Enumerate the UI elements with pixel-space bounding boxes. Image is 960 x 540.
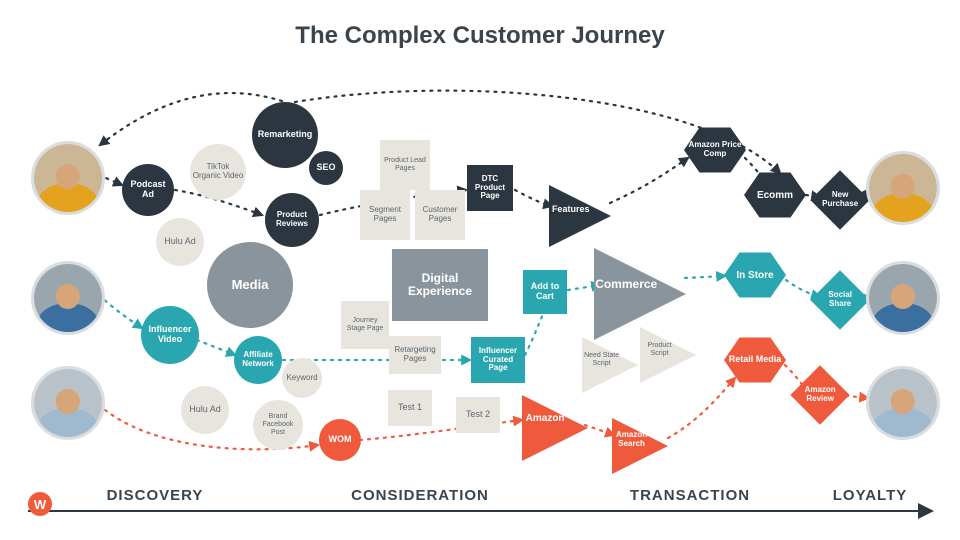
node-infpage: Influencer Curated Page: [471, 337, 525, 383]
node-infvideo: Influencer Video: [141, 306, 199, 364]
persona-avatar: [31, 366, 105, 440]
node-retailm: Retail Media: [724, 336, 786, 384]
node-digexp: Digital Experience: [392, 249, 488, 321]
node-features: Features: [549, 185, 611, 235]
diagram-title: The Complex Customer Journey: [0, 22, 960, 50]
node-media: Media: [207, 242, 293, 328]
stage-label: TRANSACTION: [630, 487, 750, 504]
node-newpurch: New Purchase: [810, 170, 869, 229]
node-socshare: Social Share: [810, 270, 869, 329]
node-journey: Journey Stage Page: [341, 301, 389, 349]
journey-edge: [668, 378, 735, 438]
node-commerce: Commerce: [594, 248, 686, 322]
journey-edge: [515, 190, 552, 206]
persona-avatar: [866, 261, 940, 335]
node-seg: Segment Pages: [360, 190, 410, 240]
node-pscript: Product Script: [640, 327, 696, 373]
stage-label: CONSIDERATION: [351, 487, 489, 504]
node-test1: Test 1: [388, 390, 432, 426]
node-dtc: DTC Product Page: [467, 165, 513, 211]
journey-axis: [28, 510, 932, 512]
diagram-canvas: The Complex Customer Journey Podcast Ad T…: [0, 0, 960, 540]
node-addcart: Add to Cart: [523, 270, 567, 314]
node-instore: In Store: [724, 251, 786, 299]
node-remarket: Remarketing: [252, 102, 318, 168]
node-amzsearch: Amazon Search: [612, 418, 668, 462]
node-huluad2: Hulu Ad: [181, 386, 229, 434]
node-plp: Product Lead Pages: [380, 140, 430, 190]
persona-avatar: [866, 366, 940, 440]
journey-edge: [99, 295, 142, 328]
node-huluad1: Hulu Ad: [156, 218, 204, 266]
journey-edge: [585, 425, 614, 435]
node-wom: WOM: [319, 419, 361, 461]
node-keyword: Keyword: [282, 358, 322, 398]
node-seo: SEO: [309, 151, 343, 185]
node-test2: Test 2: [456, 397, 500, 433]
node-cust: Customer Pages: [415, 190, 465, 240]
node-affiliate: Affiliate Network: [234, 336, 282, 384]
journey-edge: [685, 276, 725, 278]
persona-avatar: [31, 261, 105, 335]
journey-edge: [525, 310, 545, 355]
stage-label: LOYALTY: [833, 487, 908, 504]
node-ecomm: Ecomm: [744, 171, 806, 219]
node-podcast: Podcast Ad: [122, 164, 174, 216]
node-amzprice: Amazon Price Comp: [684, 126, 746, 174]
brand-logo-icon: W: [28, 492, 52, 516]
journey-edge: [610, 158, 688, 203]
persona-avatar: [31, 141, 105, 215]
journey-edge: [197, 340, 235, 355]
node-amzrev: Amazon Review: [790, 365, 849, 424]
node-tiktok: TikTok Organic Video: [190, 144, 246, 200]
node-need: Need State Script: [582, 337, 638, 383]
node-brandfb: Brand Facebook Post: [253, 400, 303, 450]
stage-label: DISCOVERY: [107, 487, 204, 504]
node-amazon: Amazon: [522, 395, 588, 441]
node-previews: Product Reviews: [265, 193, 319, 247]
node-retarget: Retargeting Pages: [389, 336, 441, 374]
persona-avatar: [866, 151, 940, 225]
